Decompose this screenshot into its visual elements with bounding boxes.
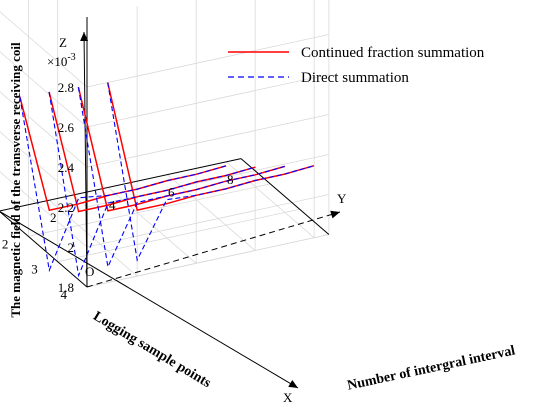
sample-tick-label-1: 2 (2, 236, 9, 251)
series-1-line-sample-3 (77, 87, 285, 269)
x-axis-arrow-head (288, 379, 298, 388)
x-axis-arrow (0, 211, 299, 389)
back-wall-gridline-z-2 (86, 154, 329, 208)
z-tick-label-3: 2.4 (58, 160, 75, 175)
side-wall-gridline-z-5 (0, 11, 88, 88)
floor-gridline-sample-2 (57, 208, 300, 263)
z-multiplier: ×10-3 (47, 52, 76, 69)
legend-label-continued-fraction: Continued fraction summation (301, 45, 485, 61)
sample-tick-label-3: 4 (61, 287, 68, 302)
floor-gridline-interval-0 (48, 199, 138, 277)
side-wall-gridline-z-3 (0, 91, 88, 168)
z-tick-label-5: 2.8 (58, 80, 74, 95)
series-0-line-sample-1 (19, 96, 227, 212)
side-wall-gridline-z-2 (0, 131, 88, 208)
floor-gridline-sample-1 (28, 183, 271, 237)
back-wall-gridline-z-5 (86, 34, 329, 88)
z-tick-label-1: 2 (68, 240, 75, 255)
y-axis-letter: Y (337, 191, 347, 206)
back-wall-gridline-z-1 (86, 194, 329, 248)
y-axis-dashed-head (330, 210, 340, 219)
z-tick-label-4: 2.6 (58, 120, 75, 135)
z-axis-arrow-head (80, 32, 89, 42)
y-axis-dashed (86, 211, 341, 288)
interval-axis-title: Number of intergral interval (346, 343, 517, 393)
series-1-line-sample-4 (107, 82, 315, 262)
floor-gridline-interval-1 (107, 187, 197, 264)
z-axis-letter: Z (59, 35, 67, 50)
side-wall-gridline-z-4 (0, 51, 88, 128)
sample-axis-title: Logging sample points (90, 309, 214, 391)
floor-gridline-interval-3 (225, 161, 315, 239)
series-layer (19, 82, 315, 278)
grid-layer (0, 0, 330, 288)
floor-gridline-sample-3 (86, 234, 329, 288)
origin-letter: O (85, 264, 94, 279)
series-1-line-sample-2 (48, 91, 256, 278)
z-tick-label-0: 1.8 (58, 280, 74, 295)
floor-gridline-interval-2 (166, 174, 256, 251)
box-edge-interval-axis (0, 158, 242, 212)
back-wall-gridline-z-4 (86, 74, 329, 128)
interval-tick-label-2: 6 (168, 185, 175, 200)
interval-tick-label-1: 4 (109, 197, 116, 212)
z-tick-label-2: 2.2 (58, 200, 74, 215)
labels-layer: 1.822.22.42.62.812342468 (2, 80, 234, 302)
axes-layer (0, 17, 341, 389)
z-axis-arrow (83, 31, 88, 288)
legend-label-direct-summation: Direct summation (301, 70, 409, 86)
series-0-line-sample-4 (106, 82, 315, 211)
interval-tick-label-3: 8 (227, 172, 234, 187)
sample-tick-label-2: 3 (31, 262, 38, 277)
z-axis-title: The magnetic field of the transverse rec… (8, 42, 23, 318)
back-wall-gridline-z-3 (86, 114, 329, 168)
legend: Continued fraction summation Direct summ… (228, 45, 485, 86)
series-1-line-sample-1 (19, 96, 227, 273)
box-edge-far-floor (240, 158, 330, 235)
box-edge-sample-axis (0, 211, 88, 288)
x-axis-letter: X (283, 390, 293, 405)
interval-tick-label-0: 2 (50, 210, 57, 225)
